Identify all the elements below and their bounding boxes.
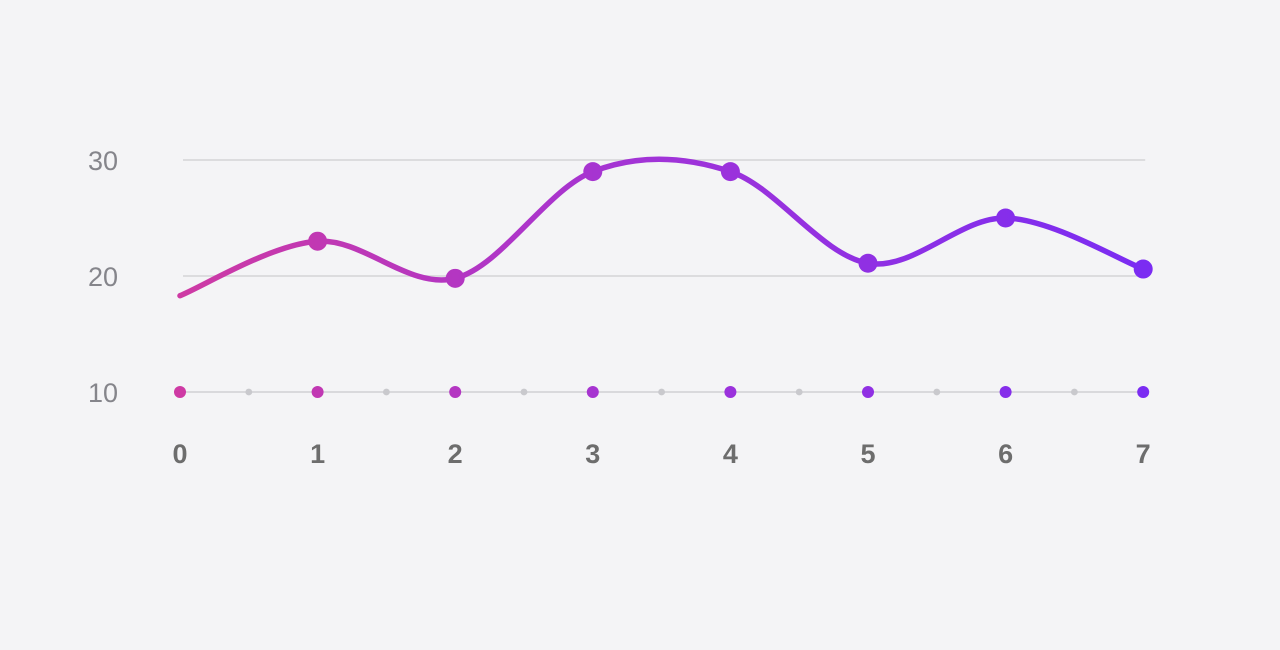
series-curve [177,156,1146,299]
x-axis-major-dot [586,386,599,398]
data-point-marker-x7[interactable] [1133,259,1153,279]
data-point-marker-x6[interactable] [996,208,1016,228]
x-tick-label: 2 [448,439,463,469]
x-axis-minor-dot [1071,388,1078,396]
x-tick-label: 0 [172,439,187,469]
x-axis-major-dot [999,386,1012,398]
x-axis-major-dot [311,386,324,398]
x-axis-major-dot [174,386,186,398]
x-axis-minor-dot [933,388,941,396]
x-axis-major-dot [449,386,462,398]
x-axis-minor-dot [245,388,253,396]
y-tick-label: 30 [88,146,118,176]
x-axis-minor-dot [520,388,528,396]
y-tick-label: 20 [88,262,118,292]
x-tick-label: 5 [860,439,875,469]
x-tick-label: 1 [310,439,325,469]
x-tick-label: 3 [585,439,600,469]
x-tick-label: 6 [998,439,1013,469]
data-point-marker-x1[interactable] [308,231,328,251]
data-point-marker-x5[interactable] [858,253,878,273]
x-axis-major-dot [862,386,874,398]
data-point-marker-x3[interactable] [583,162,603,182]
x-axis-minor-dot [795,388,803,396]
x-axis-major-dot [1137,386,1150,398]
y-tick-label: 10 [88,378,118,408]
x-tick-label: 4 [723,439,738,469]
x-axis-major-dot [724,386,737,398]
data-point-marker-x4[interactable] [720,162,740,182]
x-axis-minor-dot [383,388,390,396]
x-tick-label: 7 [1136,439,1151,469]
data-point-marker-x2[interactable] [445,268,465,288]
x-axis-minor-dot [658,388,665,396]
